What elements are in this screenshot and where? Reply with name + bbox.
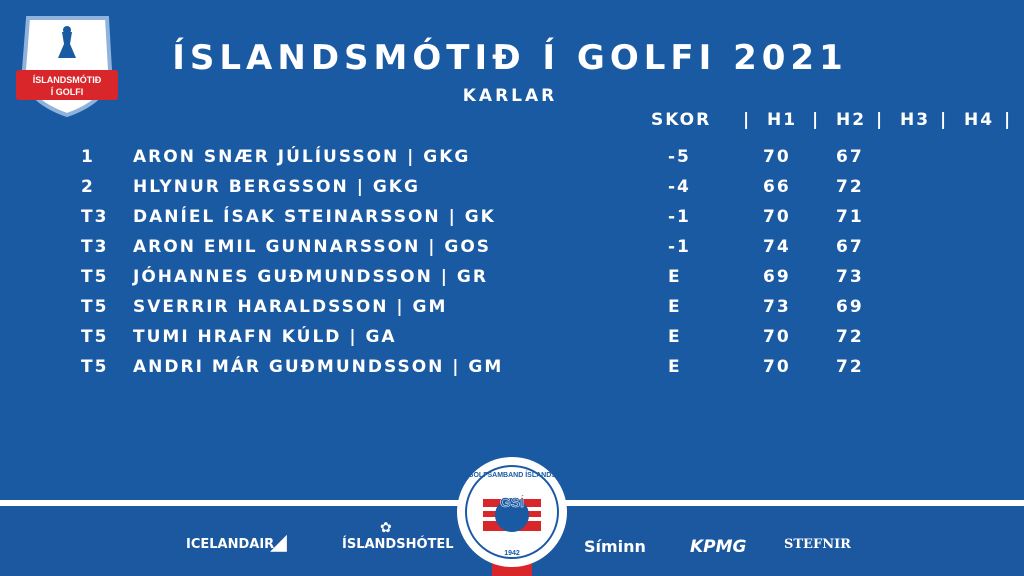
- seal-mid-text: GSÍ: [500, 494, 525, 510]
- row-position: T3: [81, 237, 109, 257]
- col-h3: H3: [900, 110, 931, 130]
- col-h1: H1: [767, 110, 798, 130]
- row-h2: 71: [836, 207, 864, 227]
- row-position: 2: [81, 177, 95, 197]
- sponsor-kpmg: KPMG: [690, 537, 747, 557]
- seal-year-text: 1942: [504, 550, 520, 557]
- row-h1: 66: [763, 177, 791, 197]
- row-position: T5: [81, 327, 109, 347]
- col-h4: H4: [964, 110, 995, 130]
- row-h1: 73: [763, 297, 791, 317]
- row-player: DANÍEL ÍSAK STEINARSSON | GK: [133, 207, 496, 227]
- row-h1: 70: [763, 357, 791, 377]
- row-h2: 72: [836, 357, 864, 377]
- row-position: 1: [81, 147, 95, 167]
- row-player: TUMI HRAFN KÚLD | GA: [133, 327, 397, 347]
- col-skor: SKOR: [651, 110, 712, 130]
- leaderboard-row: T5 SVERRIR HARALDSSON | GM E 73 69: [0, 297, 1024, 327]
- row-score: E: [668, 297, 682, 317]
- col-sep-2: |: [812, 110, 821, 130]
- col-sep-5: |: [1004, 110, 1013, 130]
- row-h1: 70: [763, 327, 791, 347]
- sponsor-stefnir: STEFNIR: [784, 537, 851, 552]
- row-h2: 72: [836, 327, 864, 347]
- page-subtitle: KARLAR: [462, 86, 558, 106]
- row-score: E: [668, 327, 682, 347]
- sponsor-siminn: Síminn: [584, 537, 646, 556]
- leaderboard-row: 2 HLYNUR BERGSSON | GKG -4 66 72: [0, 177, 1024, 207]
- row-h1: 70: [763, 207, 791, 227]
- row-h2: 67: [836, 237, 864, 257]
- seal-top-text: GOLFSAMBAND ÍSLANDS: [468, 470, 556, 479]
- leaderboard-row: T3 DANÍEL ÍSAK STEINARSSON | GK -1 70 71: [0, 207, 1024, 237]
- row-player: ANDRI MÁR GUÐMUNDSSON | GM: [133, 357, 504, 377]
- col-sep-1: |: [743, 110, 752, 130]
- leaderboard-row: T5 TUMI HRAFN KÚLD | GA E 70 72: [0, 327, 1024, 357]
- hotel-flower-icon: ✿: [380, 520, 392, 536]
- row-h2: 67: [836, 147, 864, 167]
- leaderboard-row: T5 JÓHANNES GUÐMUNDSSON | GR E 69 73: [0, 267, 1024, 297]
- page-title: ÍSLANDSMÓTIÐ Í GOLFI 2021: [172, 38, 848, 78]
- leaderboard-row: 1 ARON SNÆR JÚLÍUSSON | GKG -5 70 67: [0, 147, 1024, 177]
- icelandair-wing-icon: ◢: [270, 530, 287, 555]
- row-player: HLYNUR BERGSSON | GKG: [133, 177, 420, 197]
- row-score: E: [668, 267, 682, 287]
- sponsor-islandshotel: ÍSLANDSHÓTEL: [342, 537, 454, 552]
- row-score: -1: [668, 207, 691, 227]
- col-h2: H2: [836, 110, 867, 130]
- row-score: -4: [668, 177, 691, 197]
- row-score: -1: [668, 237, 691, 257]
- badge-text-2: Í GOLFI: [51, 87, 84, 97]
- col-sep-4: |: [940, 110, 949, 130]
- row-position: T5: [81, 297, 109, 317]
- sponsor-icelandair: ICELANDAIR: [186, 537, 275, 552]
- row-score: E: [668, 357, 682, 377]
- row-h2: 69: [836, 297, 864, 317]
- row-player: SVERRIR HARALDSSON | GM: [133, 297, 448, 317]
- islandsmotid-logo: ÍSLANDSMÓTIÐ Í GOLFI: [16, 16, 118, 118]
- row-h1: 74: [763, 237, 791, 257]
- leaderboard-row: T3 ARON EMIL GUNNARSSON | GOS -1 74 67: [0, 237, 1024, 267]
- row-score: -5: [668, 147, 691, 167]
- row-h2: 72: [836, 177, 864, 197]
- row-h2: 73: [836, 267, 864, 287]
- col-sep-3: |: [876, 110, 885, 130]
- badge-text-1: ÍSLANDSMÓTIÐ: [33, 74, 102, 85]
- row-player: JÓHANNES GUÐMUNDSSON | GR: [133, 267, 488, 287]
- row-position: T3: [81, 207, 109, 227]
- trophy-icon: [58, 32, 76, 58]
- badge-ribbon: [16, 70, 118, 100]
- gsi-seal-logo: GSÍ GOLFSAMBAND ÍSLANDS 1942: [457, 457, 567, 567]
- row-h1: 69: [763, 267, 791, 287]
- row-position: T5: [81, 267, 109, 287]
- row-h1: 70: [763, 147, 791, 167]
- row-player: ARON EMIL GUNNARSSON | GOS: [133, 237, 492, 257]
- row-position: T5: [81, 357, 109, 377]
- leaderboard-row: T5 ANDRI MÁR GUÐMUNDSSON | GM E 70 72: [0, 357, 1024, 387]
- row-player: ARON SNÆR JÚLÍUSSON | GKG: [133, 147, 471, 167]
